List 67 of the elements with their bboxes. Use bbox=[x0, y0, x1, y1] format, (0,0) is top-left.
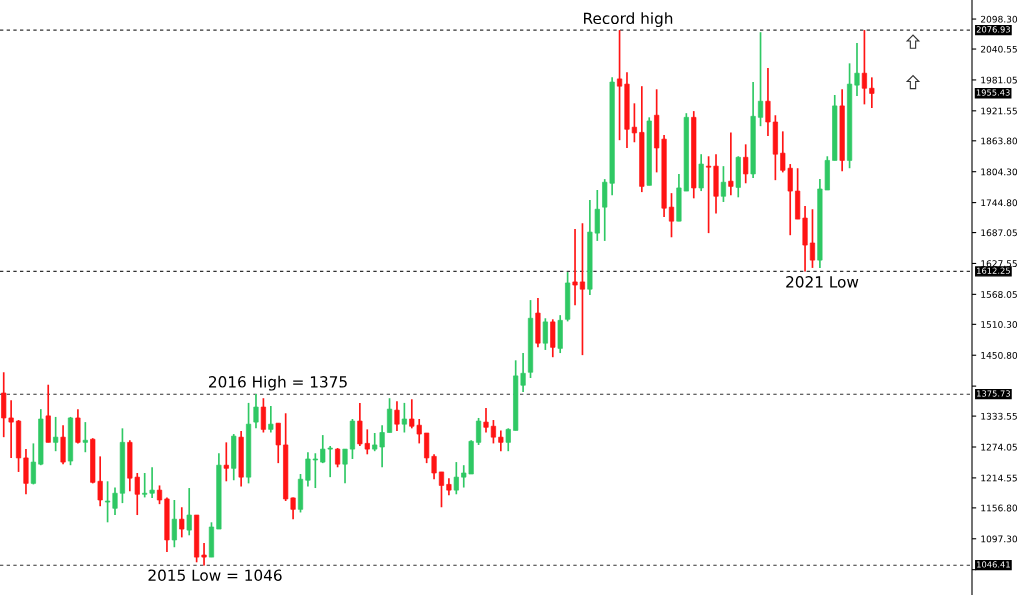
text: 1955.43 bbox=[976, 89, 1010, 96]
candlestick bbox=[869, 76, 875, 109]
y-tick-label: 1804.30 bbox=[981, 168, 1018, 176]
y-tick-label: 1333.55 bbox=[981, 412, 1017, 420]
annotation: 2015 Low = 1046 bbox=[148, 569, 282, 581]
candlestick bbox=[728, 131, 734, 197]
candlestick bbox=[223, 441, 229, 483]
candlestick bbox=[179, 506, 185, 539]
candlestick bbox=[394, 400, 400, 432]
y-tick-label: 1274.05 bbox=[981, 443, 1017, 451]
y-tick-label: 1863.80 bbox=[981, 137, 1018, 145]
candlestick bbox=[743, 143, 749, 185]
candlestick bbox=[171, 499, 177, 549]
candlestick bbox=[616, 29, 623, 142]
y-tick-label: 1450.80 bbox=[981, 351, 1018, 359]
ref-line-label: 2076.93 bbox=[976, 26, 1010, 33]
candlestick bbox=[505, 427, 511, 453]
candlestick bbox=[490, 419, 496, 445]
y-tick-label: 1921.55 bbox=[981, 107, 1017, 115]
candlestick bbox=[483, 407, 489, 434]
candlestick bbox=[53, 416, 59, 453]
candlestick bbox=[30, 442, 36, 486]
candlestick bbox=[82, 421, 88, 454]
candlestick bbox=[631, 102, 637, 144]
candlestick bbox=[809, 208, 816, 269]
candlestick bbox=[668, 192, 675, 239]
candlestick bbox=[342, 448, 348, 485]
y-tick-label: 1097.30 bbox=[981, 535, 1018, 543]
y-tick-label: 1687.05 bbox=[981, 229, 1017, 237]
candlestick bbox=[112, 486, 118, 516]
y-tick-label: 1510.30 bbox=[981, 321, 1018, 328]
y-tick-label: 1214.55 bbox=[981, 474, 1017, 482]
candlestick bbox=[720, 165, 727, 203]
candlestick bbox=[579, 222, 586, 356]
candlestick bbox=[186, 487, 192, 537]
ref-line-label: 1375.73 bbox=[977, 390, 1010, 397]
candlestick bbox=[542, 317, 548, 351]
candlestick bbox=[268, 405, 274, 434]
ref-line-label: 1612.25 bbox=[977, 267, 1010, 274]
ref-line-label: 1046.41 bbox=[977, 561, 1010, 568]
candlestick bbox=[698, 153, 704, 192]
y-tick-label: 1156.80 bbox=[981, 504, 1018, 512]
y-tick-label: 2040.55 bbox=[980, 45, 1017, 53]
candlestick bbox=[105, 480, 111, 524]
candlestick bbox=[861, 29, 867, 106]
candlestick bbox=[156, 484, 163, 505]
candlestick bbox=[572, 228, 578, 307]
candlestick bbox=[335, 447, 341, 469]
candlestick bbox=[854, 42, 860, 97]
candlestick bbox=[275, 422, 281, 464]
y-tick-label: 1744.80 bbox=[981, 199, 1018, 207]
candlestick bbox=[706, 155, 712, 234]
candlestick bbox=[757, 31, 764, 127]
candlestick bbox=[476, 417, 482, 446]
candlestick bbox=[386, 397, 393, 434]
candlestick bbox=[401, 402, 407, 434]
candlestick bbox=[498, 429, 504, 453]
annotation: 2021 Low bbox=[786, 276, 859, 288]
y-tick-label: 1981.05 bbox=[981, 76, 1017, 84]
annotation: Record high bbox=[584, 12, 673, 28]
y-tick-label: 2098.30 bbox=[980, 15, 1018, 23]
candlestick bbox=[453, 461, 459, 496]
candlestick bbox=[438, 471, 445, 509]
y-tick-label: 1568.05 bbox=[981, 291, 1017, 298]
annotation: 2016 High = 1375 bbox=[209, 375, 347, 391]
candlestick bbox=[260, 397, 266, 434]
candlestick bbox=[253, 393, 259, 430]
